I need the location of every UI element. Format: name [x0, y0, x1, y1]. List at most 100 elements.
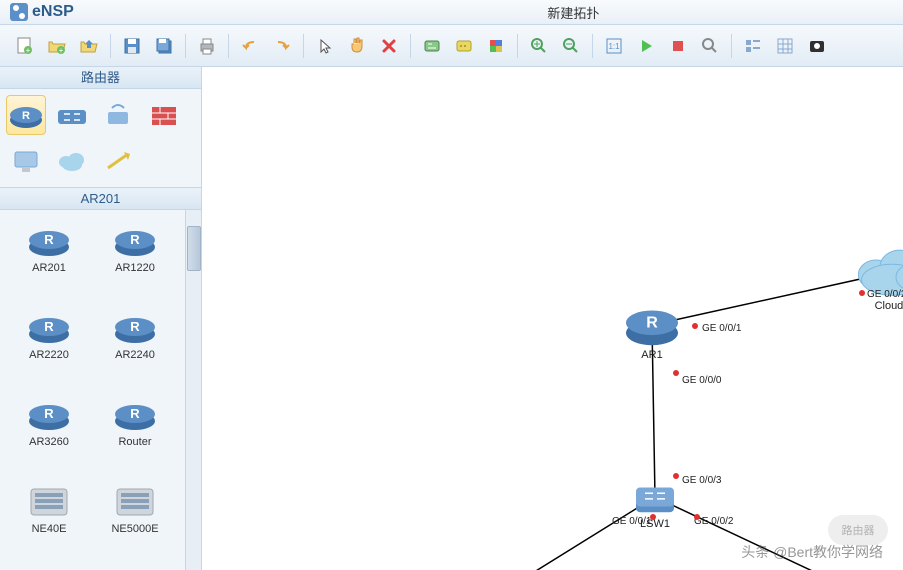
- category-cloud[interactable]: [52, 141, 92, 181]
- device-icon: R: [113, 396, 157, 432]
- device-icon: R: [113, 309, 157, 345]
- toolbar-separator: [185, 34, 186, 58]
- redo-button[interactable]: [267, 32, 297, 60]
- toolbar-separator: [592, 34, 593, 58]
- print-button[interactable]: [192, 32, 222, 60]
- device-icon: [27, 483, 71, 519]
- palette-button[interactable]: [481, 32, 511, 60]
- device-ar1220[interactable]: R AR1220: [94, 218, 176, 301]
- port-label: GE 0/0/3: [682, 475, 721, 486]
- app-logo: eNSP: [10, 3, 74, 21]
- list-button[interactable]: [738, 32, 768, 60]
- svg-text:1:1: 1:1: [608, 42, 620, 51]
- device-label: AR1220: [115, 262, 155, 274]
- capture-button[interactable]: [802, 32, 832, 60]
- main-toolbar: + + 1:1: [0, 25, 903, 67]
- topology-canvas[interactable]: RAR1LSW1Cloud1PC1PC2 GE 0/0/1GE 0/0/2GE …: [202, 67, 903, 570]
- port-dot: [673, 473, 679, 479]
- device-sidebar: 路由器 R AR201 RAR201RAR1220RAR2220RAR2240R…: [0, 67, 202, 570]
- device-icon: R: [27, 309, 71, 345]
- zoom-in-button[interactable]: [524, 32, 554, 60]
- svg-text:R: R: [44, 406, 54, 421]
- port-label: GE 0/0/1: [702, 323, 741, 334]
- port-label: GE 0/0/0: [682, 375, 721, 386]
- port-dot: [650, 514, 656, 520]
- svg-text:+: +: [26, 46, 31, 55]
- svg-text:R: R: [22, 110, 30, 122]
- port-dot: [673, 370, 679, 376]
- device-ne40e[interactable]: NE40E: [8, 479, 90, 562]
- title-bar: eNSP 新建拓扑: [0, 0, 903, 25]
- port-dot: [694, 514, 700, 520]
- device-icon: [113, 483, 157, 519]
- port-label: GE 0/0/2: [867, 289, 903, 300]
- start-button[interactable]: [631, 32, 661, 60]
- svg-text:R: R: [646, 315, 658, 332]
- device-ar2240[interactable]: R AR2240: [94, 305, 176, 388]
- node-ar1[interactable]: R AR1: [624, 303, 680, 361]
- device-ar201[interactable]: R AR201: [8, 218, 90, 301]
- device-label: AR2240: [115, 349, 155, 361]
- scroll-thumb[interactable]: [187, 226, 201, 271]
- selected-device-title: AR201: [0, 188, 201, 210]
- category-switch[interactable]: [52, 95, 92, 135]
- node-cloud1[interactable]: Cloud1: [852, 246, 903, 312]
- pointer-button[interactable]: [310, 32, 340, 60]
- zoom-out-button[interactable]: [556, 32, 586, 60]
- device-category-grid: R: [0, 89, 201, 188]
- new-button[interactable]: +: [10, 32, 40, 60]
- node-label: Cloud1: [875, 300, 903, 312]
- undo-button[interactable]: [235, 32, 265, 60]
- svg-text:R: R: [130, 319, 140, 334]
- svg-text:+: +: [59, 46, 64, 55]
- text-button[interactable]: [449, 32, 479, 60]
- category-connection[interactable]: [98, 141, 138, 181]
- open-button[interactable]: +: [42, 32, 72, 60]
- device-ne5000e[interactable]: NE5000E: [94, 479, 176, 562]
- category-router[interactable]: R: [6, 95, 46, 135]
- upload-button[interactable]: [74, 32, 104, 60]
- device-label: AR3260: [29, 436, 69, 448]
- device-list-panel: R AR201 R AR1220 R AR2220 R AR2240 R AR3260 RRoute…: [0, 210, 201, 570]
- port-label: GE 0/0/1: [612, 516, 651, 527]
- grid-button[interactable]: [770, 32, 800, 60]
- device-label: NE5000E: [111, 523, 158, 535]
- save-button[interactable]: [117, 32, 147, 60]
- device-label: AR2220: [29, 349, 69, 361]
- watermark-text: 头条 @Bert教你学网络: [741, 542, 883, 562]
- device-icon: R: [27, 396, 71, 432]
- toolbar-separator: [110, 34, 111, 58]
- device-router[interactable]: RRouter: [94, 392, 176, 475]
- device-ar2220[interactable]: R AR2220: [8, 305, 90, 388]
- device-icon: R: [27, 222, 71, 258]
- pan-button[interactable]: [342, 32, 372, 60]
- toolbar-separator: [228, 34, 229, 58]
- toolbar-separator: [303, 34, 304, 58]
- category-wlan[interactable]: [98, 95, 138, 135]
- port-dot: [859, 290, 865, 296]
- tag-button[interactable]: [417, 32, 447, 60]
- logo-icon: [10, 3, 28, 21]
- save-all-button[interactable]: [149, 32, 179, 60]
- toolbar-separator: [517, 34, 518, 58]
- stop-button[interactable]: [663, 32, 693, 60]
- search-button[interactable]: [695, 32, 725, 60]
- delete-button[interactable]: [374, 32, 404, 60]
- svg-text:R: R: [130, 406, 140, 421]
- sidebar-scrollbar[interactable]: [185, 210, 201, 570]
- device-icon: R: [113, 222, 157, 258]
- category-firewall[interactable]: [144, 95, 184, 135]
- device-label: NE40E: [32, 523, 67, 535]
- fit-button[interactable]: 1:1: [599, 32, 629, 60]
- device-label: AR201: [32, 262, 66, 274]
- category-title: 路由器: [0, 67, 201, 89]
- node-label: AR1: [641, 349, 662, 361]
- device-ar3260[interactable]: R AR3260: [8, 392, 90, 475]
- topology-links: [202, 67, 903, 570]
- category-terminal[interactable]: [6, 141, 46, 181]
- port-dot: [692, 323, 698, 329]
- svg-text:R: R: [44, 232, 54, 247]
- toolbar-separator: [731, 34, 732, 58]
- app-name: eNSP: [32, 3, 74, 21]
- svg-text:R: R: [130, 232, 140, 247]
